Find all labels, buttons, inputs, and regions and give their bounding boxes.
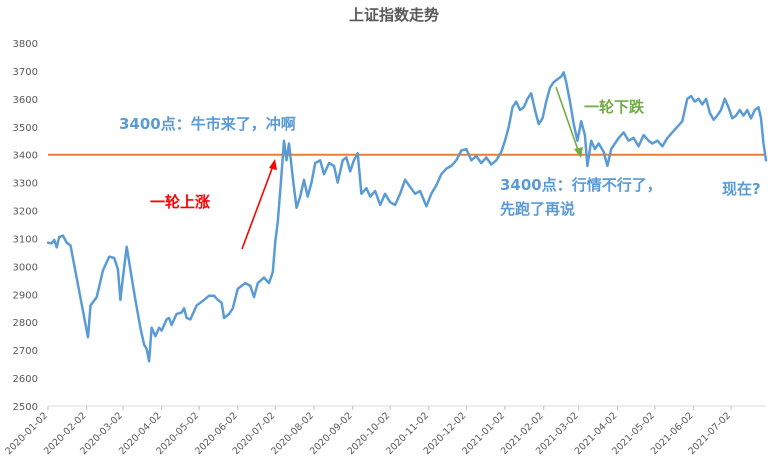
annotation-fall: 一轮下跌 <box>584 98 645 116</box>
y-tick-label: 3100 <box>13 234 38 245</box>
rise-arrow <box>241 159 277 250</box>
y-tick-label: 2800 <box>13 318 38 329</box>
x-axis: 2020-01-022020-02-022020-03-022020-04-02… <box>3 405 766 457</box>
y-tick-label: 2900 <box>13 290 38 301</box>
annotation-rise: 一轮上涨 <box>150 193 210 211</box>
y-tick-label: 3600 <box>13 95 38 106</box>
annotation-now: 现在? <box>722 180 761 198</box>
y-tick-label: 2700 <box>13 346 38 357</box>
annotation-bull-market: 3400点：牛市来了，冲啊 <box>119 115 296 133</box>
y-tick-label: 3200 <box>13 207 38 218</box>
y-tick-label: 3400 <box>13 151 38 162</box>
annotation-bear-line2: 先跑了再说 <box>500 200 575 218</box>
y-tick-label: 3800 <box>13 39 38 50</box>
y-tick-label: 3700 <box>13 67 38 78</box>
chart-title: 上证指数走势 <box>349 6 439 24</box>
y-tick-label: 3300 <box>13 179 38 190</box>
y-tick-label: 3500 <box>13 123 38 134</box>
fall-arrow <box>555 86 583 158</box>
y-tick-label: 2500 <box>13 402 38 413</box>
y-tick-label: 2600 <box>13 374 38 385</box>
y-axis: 3800 3700 3600 3500 3400 3300 3200 3100 3000 2900… <box>13 39 38 413</box>
y-tick-label: 3000 <box>13 262 38 273</box>
series-line <box>46 71 768 363</box>
annotation-bear-line1: 3400点：行情不行了， <box>500 176 662 194</box>
